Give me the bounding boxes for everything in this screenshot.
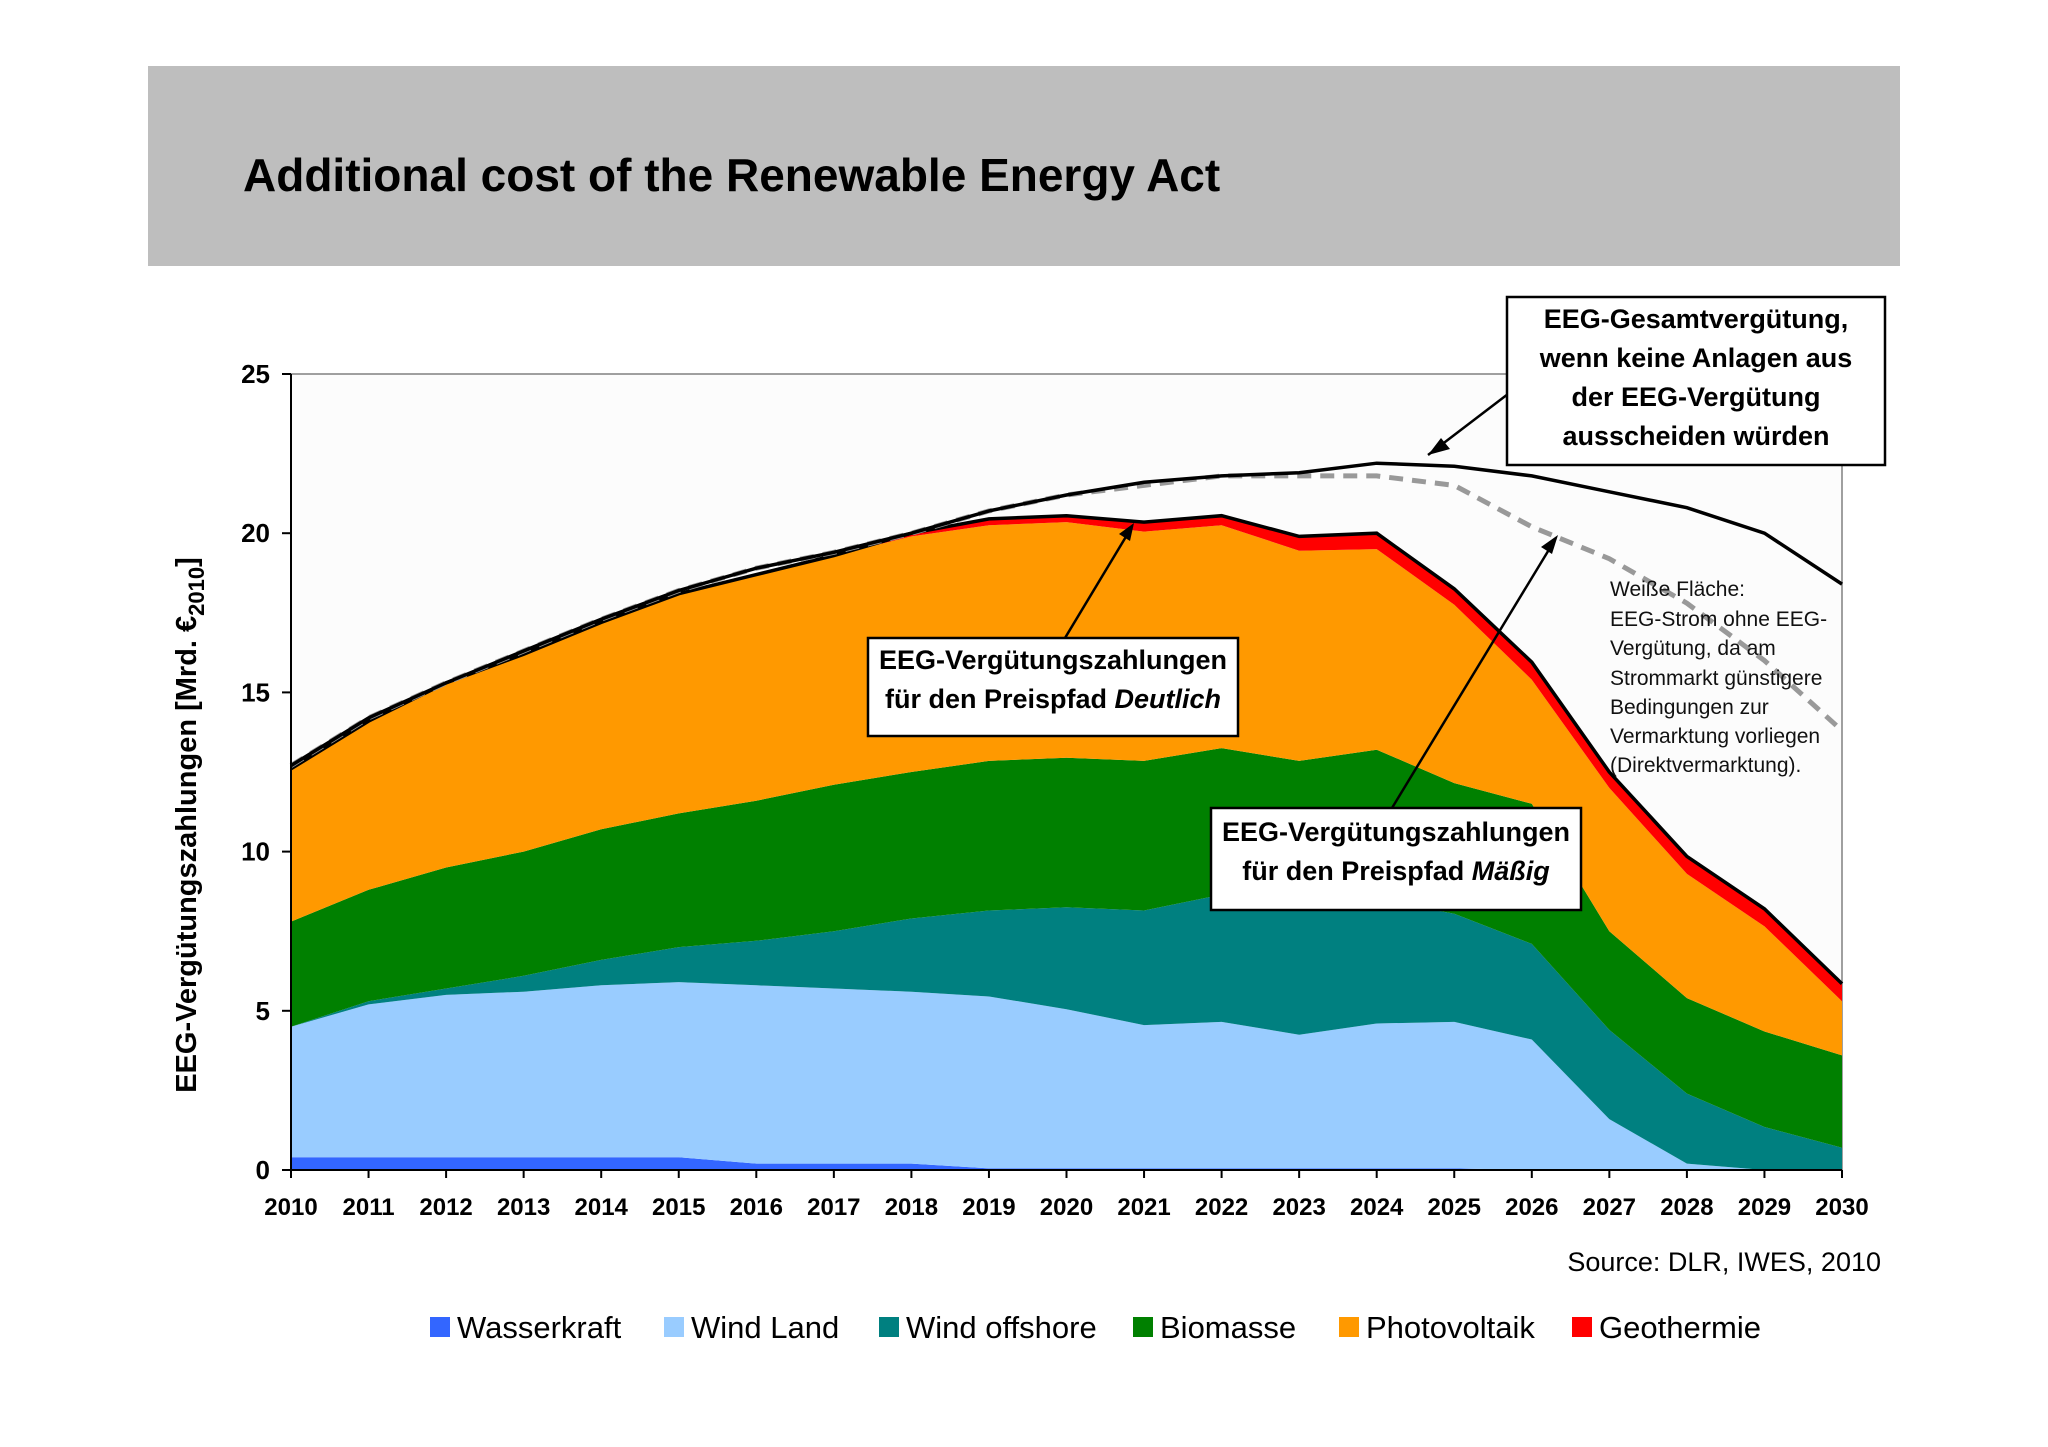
x-tick-label: 2020 bbox=[1040, 1194, 1093, 1221]
legend-item-geothermie: Geothermie bbox=[1572, 1310, 1761, 1345]
legend-item-wind-offshore: Wind offshore bbox=[879, 1310, 1097, 1345]
arrowhead-maessig bbox=[1541, 535, 1558, 554]
note-line-3: Vergütung, da am bbox=[1610, 637, 1776, 660]
stacked-total-outline bbox=[290, 513, 1844, 985]
legend-swatch-photovoltaik bbox=[1339, 1317, 1359, 1337]
legend-label-biomasse: Biomasse bbox=[1160, 1310, 1296, 1345]
callout-arrow-deutlich bbox=[1063, 529, 1132, 639]
x-tick-label: 2024 bbox=[1350, 1194, 1404, 1221]
white-area-note: Weiße Fläche: EEG-Strom ohne EEG- Vergüt… bbox=[1610, 578, 1827, 777]
line-eeg-gesamtverg-tung bbox=[290, 461, 1843, 768]
x-tick-label: 2021 bbox=[1117, 1194, 1170, 1221]
legend-swatch-biomasse bbox=[1133, 1317, 1153, 1337]
arrowhead-deutlich bbox=[1119, 523, 1134, 541]
x-tick-label: 2015 bbox=[652, 1194, 705, 1221]
x-tick-label: 2026 bbox=[1505, 1194, 1558, 1221]
y-axis-label: EEG-Vergütungszahlungen [Mrd. €2010] bbox=[171, 557, 209, 1093]
callout-total-remuneration: EEG-Gesamtvergütung, wenn keine Anlagen … bbox=[1427, 295, 1887, 467]
x-tick-label: 2023 bbox=[1272, 1194, 1325, 1221]
area-wasserkraft bbox=[291, 1157, 1842, 1170]
callout-deutlich-line-2: für den Preispfad Deutlich bbox=[885, 684, 1221, 714]
y-tick-label: 10 bbox=[241, 837, 270, 867]
legend-label-wind-land: Wind Land bbox=[691, 1310, 839, 1345]
legend: Wasserkraft Wind Land Wind offshore Biom… bbox=[430, 1310, 1761, 1345]
x-tick-label: 2010 bbox=[264, 1194, 317, 1221]
callout-maessig: EEG-Vergütungszahlungen für den Preispfa… bbox=[1209, 535, 1583, 912]
y-tick-label: 5 bbox=[256, 996, 270, 1026]
arrowhead-total bbox=[1428, 438, 1450, 455]
note-line-7: (Direktvermarktung). bbox=[1610, 754, 1801, 777]
note-line-2: EEG-Strom ohne EEG- bbox=[1610, 608, 1827, 631]
source-label: Source: DLR, IWES, 2010 bbox=[1567, 1247, 1881, 1277]
callout-total-line-1: EEG-Gesamtvergütung, bbox=[1544, 304, 1849, 334]
legend-label-photovoltaik: Photovoltaik bbox=[1366, 1310, 1535, 1345]
callout-arrow-maessig bbox=[1390, 542, 1555, 809]
x-tick-label: 2011 bbox=[343, 1194, 395, 1221]
note-line-1: Weiße Fläche: bbox=[1610, 578, 1745, 601]
x-tick-label: 2019 bbox=[962, 1194, 1015, 1221]
x-tick-label: 2014 bbox=[575, 1194, 629, 1221]
x-tick-label: 2012 bbox=[419, 1194, 472, 1221]
legend-item-photovoltaik: Photovoltaik bbox=[1339, 1310, 1535, 1345]
note-line-6: Vermarktung vorliegen bbox=[1610, 725, 1820, 748]
x-tick-label: 2028 bbox=[1660, 1194, 1713, 1221]
legend-label-wind-offshore: Wind offshore bbox=[906, 1310, 1097, 1345]
x-tick-label: 2016 bbox=[730, 1194, 783, 1221]
x-tick-label: 2022 bbox=[1195, 1194, 1248, 1221]
legend-label-wasserkraft: Wasserkraft bbox=[457, 1310, 622, 1345]
legend-item-wind-land: Wind Land bbox=[664, 1310, 839, 1345]
x-tick-label: 2013 bbox=[497, 1194, 550, 1221]
x-tick-label: 2017 bbox=[807, 1194, 860, 1221]
callout-total-line-4: ausscheiden würden bbox=[1562, 421, 1829, 451]
area-wind-offshore bbox=[291, 894, 1842, 1170]
y-tick-label: 15 bbox=[241, 677, 270, 707]
area-photovoltaik bbox=[291, 522, 1842, 1056]
x-tick-label: 2030 bbox=[1815, 1194, 1868, 1221]
y-tick-labels: 0 5 10 15 20 25 bbox=[241, 359, 291, 1185]
legend-swatch-wind-land bbox=[664, 1317, 684, 1337]
x-tick-label: 2029 bbox=[1738, 1194, 1791, 1221]
slide-header-bar: Additional cost of the Renewable Energy … bbox=[148, 66, 1900, 266]
callout-total-line-2: wenn keine Anlagen aus bbox=[1539, 343, 1853, 373]
total-lines bbox=[289, 461, 1844, 985]
note-line-4: Strommarkt günstigere bbox=[1610, 667, 1822, 690]
callout-deutlich-line-1: EEG-Vergütungszahlungen bbox=[879, 645, 1227, 675]
note-line-5: Bedingungen zur bbox=[1610, 696, 1769, 719]
callout-total-line-3: der EEG-Vergütung bbox=[1571, 382, 1820, 412]
x-tick-label: 2025 bbox=[1428, 1194, 1481, 1221]
callout-maessig-line-2: für den Preispfad Mäßig bbox=[1242, 856, 1550, 886]
x-tick-label: 2027 bbox=[1583, 1194, 1636, 1221]
legend-item-biomasse: Biomasse bbox=[1133, 1310, 1296, 1345]
callout-maessig-line-1: EEG-Vergütungszahlungen bbox=[1222, 817, 1570, 847]
area-wind-land bbox=[291, 982, 1842, 1170]
y-tick-label: 25 bbox=[241, 359, 270, 389]
legend-item-wasserkraft: Wasserkraft bbox=[430, 1310, 622, 1345]
legend-swatch-wind-offshore bbox=[879, 1317, 899, 1337]
legend-label-geothermie: Geothermie bbox=[1599, 1310, 1761, 1345]
legend-swatch-geothermie bbox=[1572, 1317, 1592, 1337]
callout-deutlich: EEG-Vergütungszahlungen für den Preispfa… bbox=[866, 523, 1240, 738]
y-tick-label: 20 bbox=[241, 518, 270, 548]
slide-title: Additional cost of the Renewable Energy … bbox=[243, 149, 1221, 201]
x-tick-label: 2018 bbox=[885, 1194, 938, 1221]
x-tick-labels: 2010 2011 2012 2013 2014 2015 2016 2017 2018 2019… bbox=[264, 1170, 1869, 1221]
y-tick-label: 0 bbox=[256, 1155, 270, 1185]
legend-swatch-wasserkraft bbox=[430, 1317, 450, 1337]
